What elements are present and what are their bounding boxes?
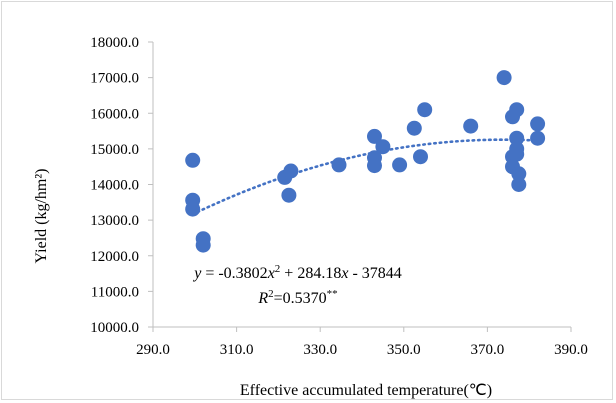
data-points — [185, 70, 546, 253]
data-point — [511, 166, 527, 182]
trendline-r-squared: R2​=0.5370**​ — [257, 288, 337, 307]
y-tick-label: 17000.0 — [90, 71, 139, 87]
data-point — [509, 146, 525, 162]
trendline — [191, 138, 539, 216]
data-point — [496, 70, 512, 86]
x-tick-label: 330.0 — [303, 342, 337, 358]
data-point — [367, 128, 382, 144]
x-axis-ticks: 290.0 310.0 330.0 350.0 370.0 390.0 — [136, 327, 588, 358]
y-tick-label: 12000.0 — [90, 249, 139, 265]
data-point — [530, 130, 546, 146]
x-tick-label: 310.0 — [220, 342, 254, 358]
x-axis-title: Effective accumulated temperature(℃) — [240, 382, 492, 399]
y-axis-title: Yield (kg/hm²) — [33, 168, 50, 263]
trendline-equation: y = -0.3802x2​ + 284.18x - 37844 — [192, 263, 402, 282]
data-point — [417, 102, 433, 118]
x-tick-label: 350.0 — [387, 342, 421, 358]
x-tick-label: 390.0 — [554, 342, 588, 358]
data-point — [530, 116, 546, 132]
data-point — [509, 102, 525, 118]
y-axis-ticks: 10000.0 11000.0 12000.0 13000.0 14000.0 15000… — [90, 35, 153, 336]
data-point — [375, 139, 391, 155]
data-point — [195, 237, 211, 253]
data-point — [367, 158, 382, 174]
y-tick-label: 15000.0 — [90, 142, 139, 158]
x-tick-label: 290.0 — [136, 342, 170, 358]
data-point — [331, 157, 347, 173]
y-tick-label: 16000.0 — [90, 106, 139, 122]
data-point — [463, 118, 479, 134]
data-point — [413, 149, 428, 165]
y-tick-label: 13000.0 — [90, 213, 139, 229]
data-point — [283, 163, 299, 179]
y-tick-label: 14000.0 — [90, 178, 139, 194]
data-point — [392, 157, 408, 173]
y-tick-label: 10000.0 — [90, 320, 139, 336]
data-point — [509, 130, 525, 146]
data-point — [281, 187, 297, 203]
x-tick-label: 370.0 — [471, 342, 505, 358]
data-point — [406, 120, 422, 136]
y-tick-label: 11000.0 — [91, 284, 139, 300]
data-point — [511, 177, 527, 192]
data-point — [185, 152, 201, 168]
y-tick-label: 18000.0 — [90, 35, 139, 51]
data-point — [185, 201, 201, 217]
